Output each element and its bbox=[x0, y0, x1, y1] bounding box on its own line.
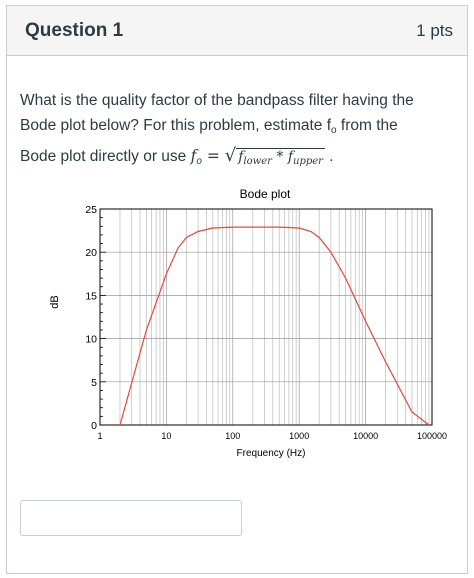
x-tick-label: 1000 bbox=[289, 431, 309, 441]
question-line-1: What is the quality factor of the bandpa… bbox=[20, 92, 414, 109]
question-line-3-text: Bode plot directly or use bbox=[20, 148, 191, 165]
formula-term2-sub: upper bbox=[293, 156, 323, 167]
x-axis-label: Frequency (Hz) bbox=[237, 448, 306, 459]
question-line-2: Bode plot below? For this problem, estim… bbox=[20, 113, 450, 143]
plot-frame bbox=[99, 208, 433, 426]
question-points: 1 pts bbox=[416, 20, 453, 40]
question-line-3: Bode plot directly or use fo = √ flower *… bbox=[20, 143, 450, 174]
question-line-2-sub: o bbox=[331, 125, 337, 136]
formula-sqrt: √ flower * fupper bbox=[225, 143, 325, 174]
y-tick-labels: 0 5 10 15 20 25 bbox=[85, 204, 97, 432]
formula-lhs-sub: o bbox=[196, 156, 202, 167]
formula-term1-sub: lower bbox=[243, 156, 272, 167]
question-header: Question 1 1 pts bbox=[7, 6, 467, 56]
y-tick-label: 10 bbox=[85, 334, 97, 346]
formula-end: . bbox=[324, 148, 334, 165]
question-line-2a: Bode plot below? For this problem, estim… bbox=[20, 117, 332, 134]
question-title: Question 1 bbox=[25, 19, 124, 41]
x-tick-label: 1 bbox=[97, 431, 102, 441]
bode-curve bbox=[119, 226, 430, 426]
chart-grid bbox=[99, 208, 432, 426]
sqrt-body: flower * fupper bbox=[236, 148, 325, 167]
question-text: What is the quality factor of the bandpa… bbox=[20, 88, 450, 174]
question-line-2b: from the bbox=[336, 117, 398, 134]
bode-plot: Bode plot 1 10 100 1000 10000 100000 0 5 10 15 20… bbox=[49, 187, 447, 459]
x-tick-label: 100000 bbox=[417, 431, 447, 441]
question-card: Question 1 1 pts bbox=[6, 5, 468, 574]
x-tick-label: 100 bbox=[225, 431, 240, 441]
y-tick-label: 15 bbox=[85, 290, 97, 302]
x-tick-label: 10000 bbox=[353, 431, 378, 441]
y-tick-label: 5 bbox=[91, 377, 97, 389]
y-tick-label: 25 bbox=[85, 204, 97, 216]
y-tick-label: 0 bbox=[91, 420, 97, 432]
formula-lhs: f bbox=[190, 147, 197, 165]
x-tick-labels: 1 10 100 1000 10000 100000 bbox=[97, 431, 447, 441]
formula-term1: f bbox=[238, 149, 244, 165]
formula-eq: = bbox=[201, 147, 225, 165]
x-tick-label: 10 bbox=[161, 431, 171, 441]
chart-title: Bode plot bbox=[240, 187, 291, 201]
y-axis-label: dB bbox=[49, 295, 61, 308]
formula-term2: f bbox=[287, 149, 293, 165]
y-tick-label: 20 bbox=[85, 247, 97, 259]
sqrt-symbol: √ bbox=[224, 145, 237, 166]
answer-input[interactable] bbox=[20, 500, 242, 536]
formula-op: * bbox=[271, 149, 288, 165]
